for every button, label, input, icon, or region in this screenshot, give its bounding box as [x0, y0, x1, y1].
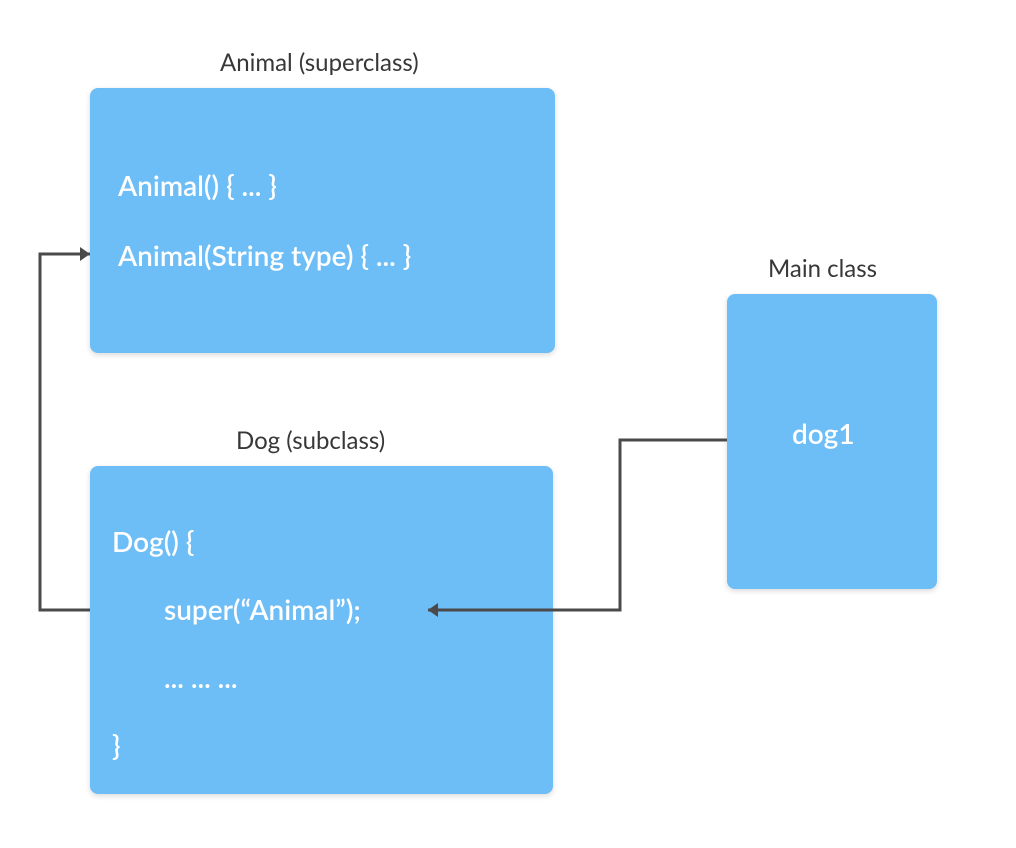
- dog-ctor-open: Dog() {: [112, 524, 194, 558]
- animal-ctor-default: Animal() { ... }: [118, 168, 277, 202]
- animal-ctor-string: Animal(String type) { ... }: [118, 238, 411, 272]
- superclass-label: Animal (superclass): [220, 48, 419, 77]
- dog-ellipsis: ... ... ...: [164, 660, 238, 694]
- super-call: super(“Animal”);: [164, 592, 361, 626]
- superclass-box: [90, 88, 555, 353]
- main-label: Main class: [768, 254, 877, 283]
- arrowhead-icon: [80, 247, 90, 261]
- inheritance-diagram: Animal (superclass) Animal() { ... } Ani…: [0, 0, 1016, 848]
- dog1-instance: dog1: [792, 416, 855, 450]
- edge-super-to-animal: [40, 247, 90, 610]
- subclass-label: Dog (subclass): [236, 426, 385, 455]
- dog-ctor-close: }: [112, 728, 121, 762]
- subclass-box: [90, 466, 553, 794]
